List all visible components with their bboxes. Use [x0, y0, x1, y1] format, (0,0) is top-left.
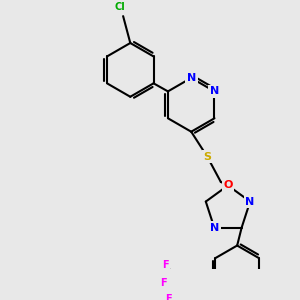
Text: F: F [166, 294, 172, 300]
Text: Cl: Cl [114, 2, 125, 12]
Text: S: S [203, 152, 211, 162]
Text: N: N [245, 196, 255, 207]
Text: N: N [210, 86, 219, 96]
Text: F: F [162, 260, 169, 270]
Text: O: O [223, 181, 232, 190]
Text: N: N [210, 223, 219, 232]
Text: F: F [160, 278, 167, 288]
Text: N: N [187, 73, 196, 83]
